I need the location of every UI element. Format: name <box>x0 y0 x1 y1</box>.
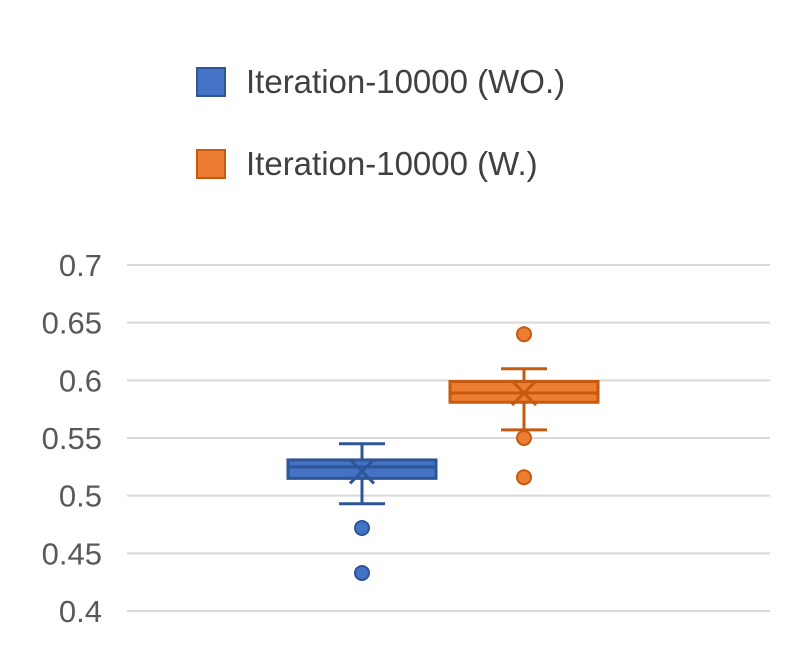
y-tick-label: 0.4 <box>59 594 102 629</box>
y-tick-label: 0.65 <box>42 306 102 341</box>
y-tick-label: 0.6 <box>59 363 102 398</box>
legend-swatch-w <box>196 149 226 179</box>
y-tick-label: 0.45 <box>42 536 102 571</box>
y-tick-label: 0.5 <box>59 479 102 514</box>
legend-label-w: Iteration-10000 (W.) <box>246 145 538 182</box>
legend-item-w: Iteration-10000 (W.) <box>196 142 565 186</box>
gridlines <box>127 264 770 612</box>
outlier-point <box>516 469 532 486</box>
y-tick-label: 0.55 <box>42 421 102 456</box>
box-iqr <box>286 458 438 480</box>
box-series <box>286 326 600 581</box>
chart-legend: Iteration-10000 (WO.) Iteration-10000 (W… <box>196 60 565 224</box>
outlier-point <box>516 326 532 343</box>
legend-swatch-wo <box>196 67 226 97</box>
legend-label-wo: Iteration-10000 (WO.) <box>246 63 566 100</box>
box-series-1 <box>448 326 600 486</box>
y-axis-tick-labels: 0.7 0.65 0.6 0.55 0.5 0.45 0.4 <box>42 248 102 629</box>
outlier-point <box>354 519 370 536</box>
outlier-point <box>516 430 532 446</box>
box-series-0 <box>286 442 438 581</box>
outlier-point <box>354 564 370 581</box>
y-tick-label: 0.7 <box>59 248 102 283</box>
legend-item-wo: Iteration-10000 (WO.) <box>196 60 565 104</box>
mean-marker <box>510 379 538 407</box>
mean-marker <box>348 458 376 485</box>
